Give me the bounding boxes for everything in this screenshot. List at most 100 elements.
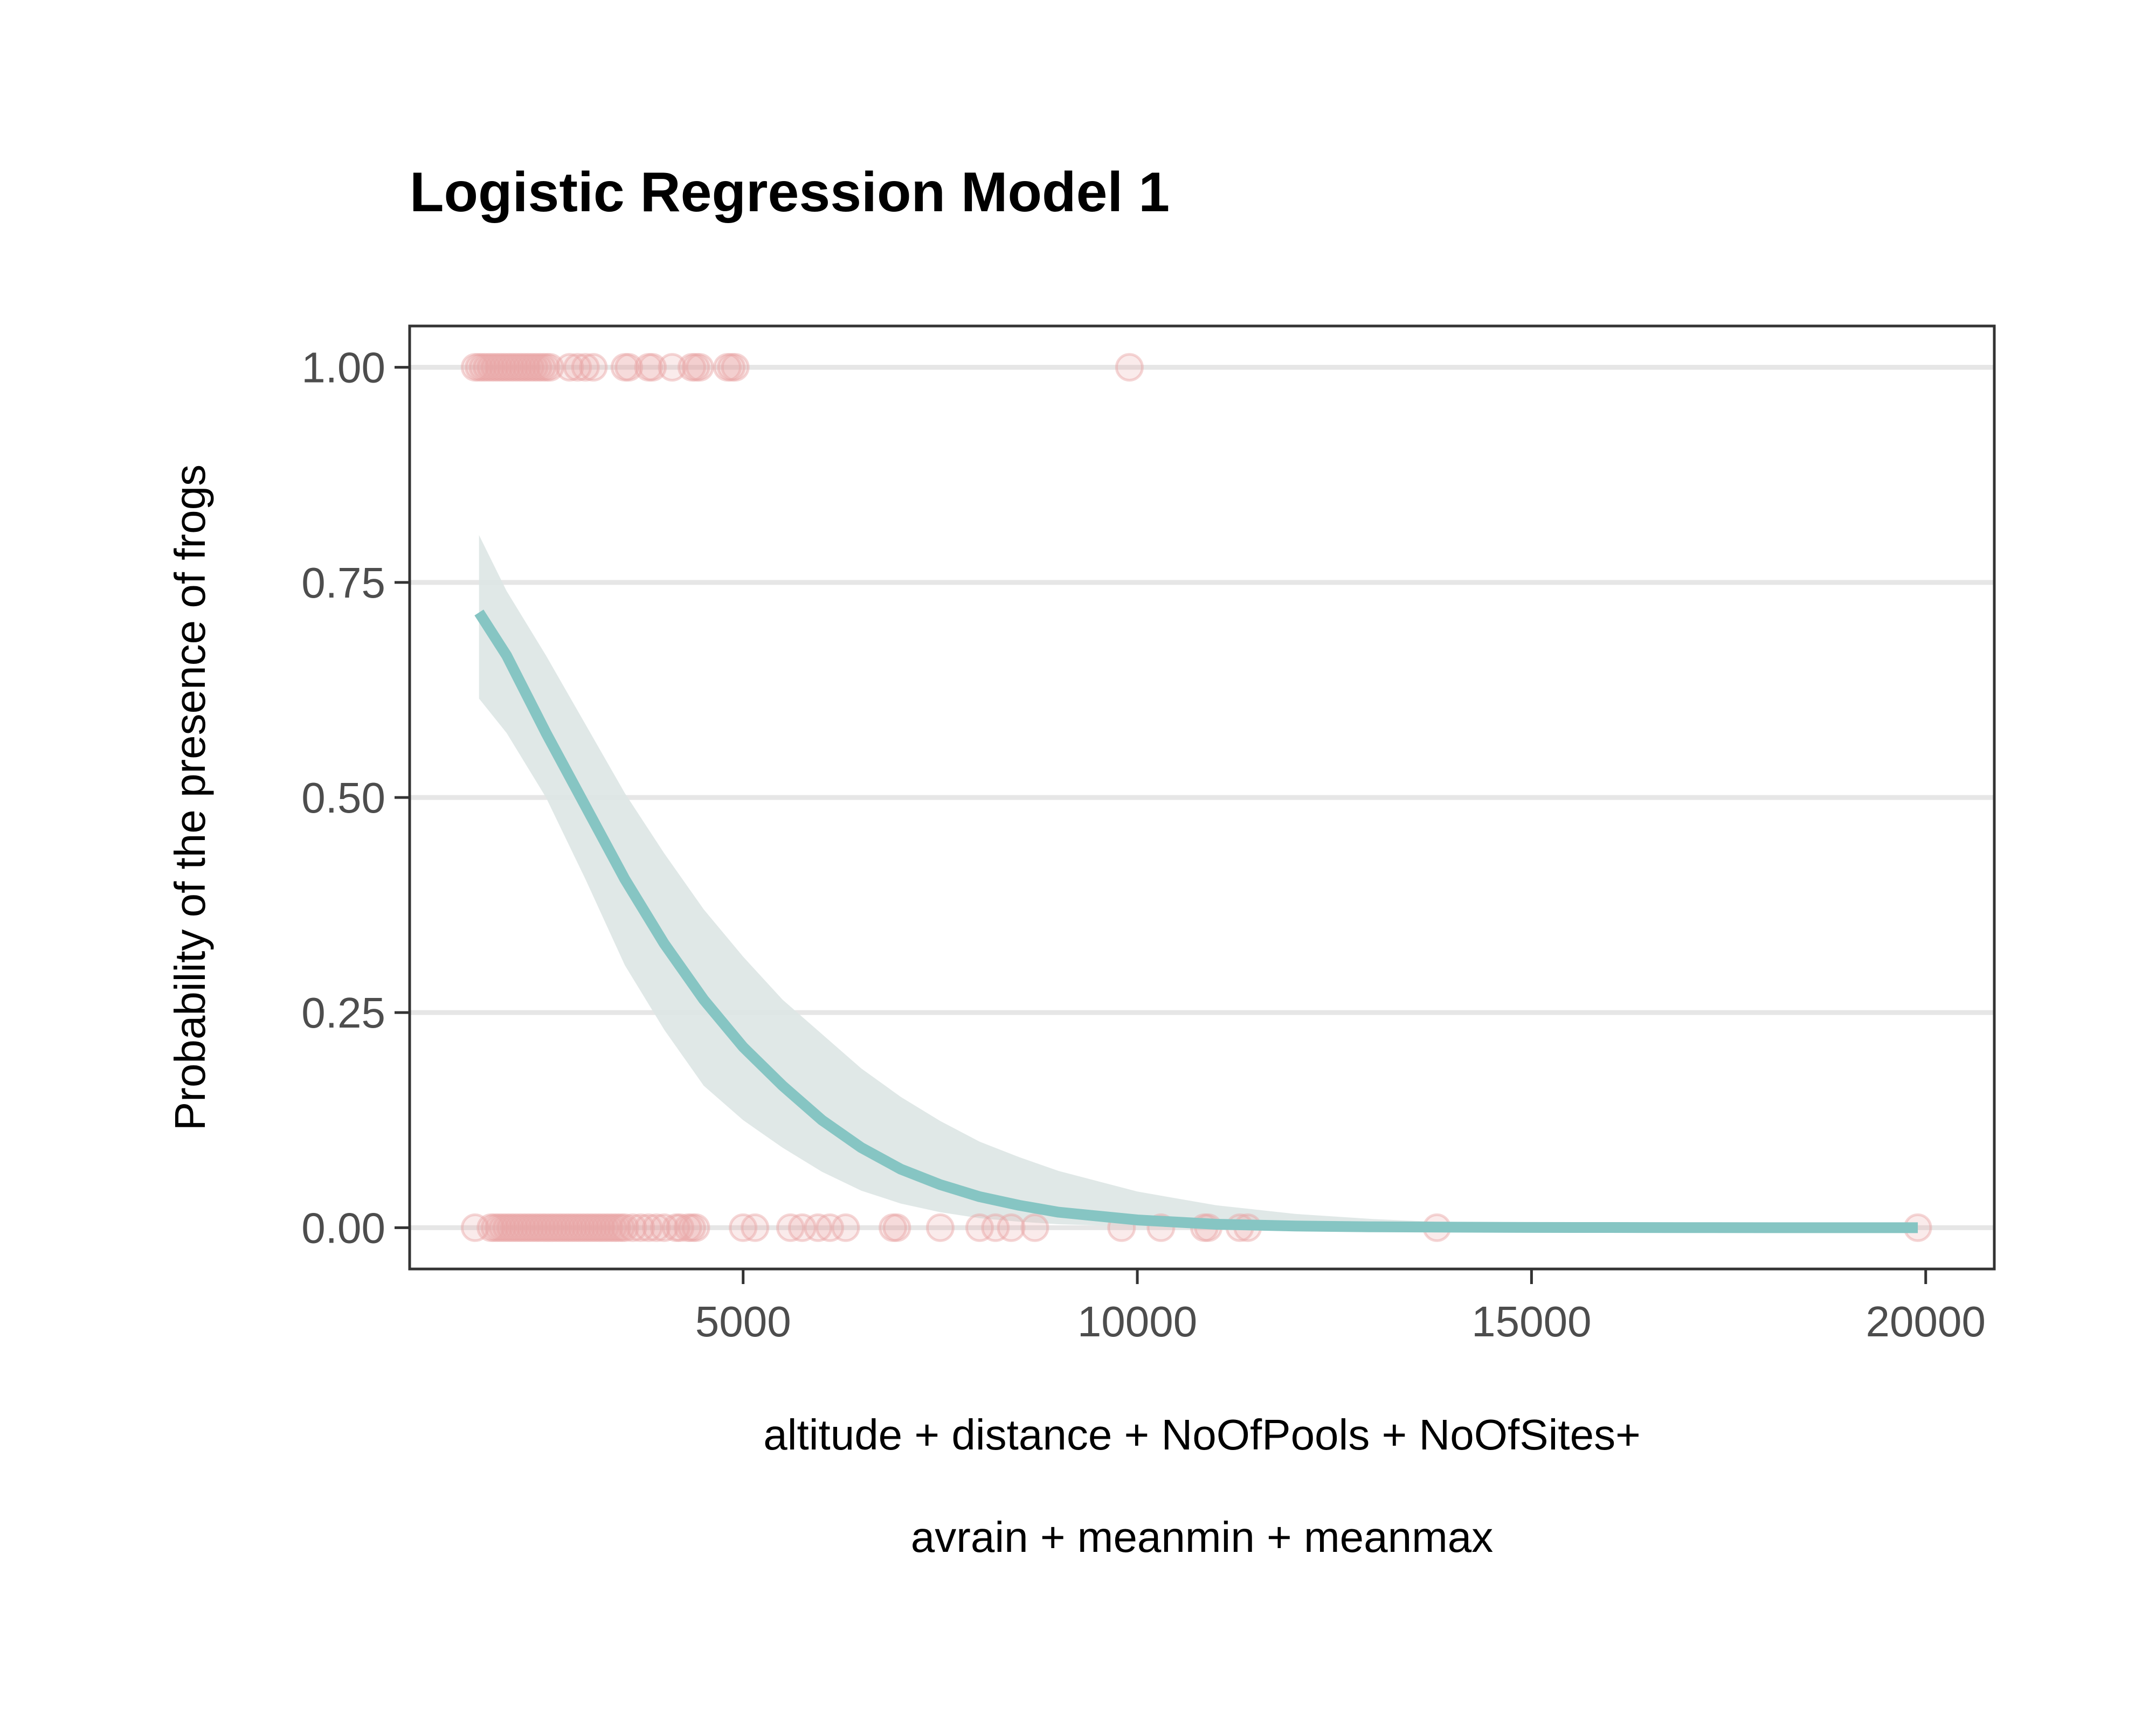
data-point-present-22 <box>571 353 600 382</box>
data-point-present-29 <box>678 353 707 382</box>
data-point-present-24 <box>610 353 639 382</box>
data-point-present-33 <box>717 353 746 382</box>
data-point-absent-21 <box>555 1213 584 1242</box>
data-point-present-12 <box>508 353 537 382</box>
y-tick-label-3: 0.75 <box>301 559 385 607</box>
x-tick-label-3: 20000 <box>1866 1298 1986 1345</box>
data-point-present-35 <box>1115 353 1144 382</box>
data-point-present-18 <box>531 353 561 382</box>
data-point-absent-55 <box>925 1213 955 1242</box>
data-point-absent-3 <box>484 1213 513 1242</box>
data-point-present-19 <box>535 353 564 382</box>
data-point-present-5 <box>480 353 509 382</box>
data-point-absent-18 <box>543 1213 572 1242</box>
data-point-absent-32 <box>598 1213 627 1242</box>
data-point-absent-8 <box>504 1213 533 1242</box>
data-point-absent-28 <box>583 1213 612 1242</box>
data-point-present-1 <box>465 353 494 382</box>
data-point-present-7 <box>488 353 517 382</box>
data-point-absent-29 <box>586 1213 616 1242</box>
data-point-absent-26 <box>575 1213 604 1242</box>
data-point-absent-37 <box>626 1213 655 1242</box>
data-point-absent-23 <box>563 1213 592 1242</box>
data-point-absent-12 <box>520 1213 549 1242</box>
data-point-absent-25 <box>571 1213 600 1242</box>
data-point-absent-54 <box>882 1213 911 1242</box>
data-point-absent-39 <box>642 1213 671 1242</box>
data-point-absent-58 <box>997 1213 1026 1242</box>
data-point-absent-9 <box>508 1213 537 1242</box>
data-point-present-0 <box>460 353 489 382</box>
data-point-absent-7 <box>500 1213 529 1242</box>
data-point-absent-2 <box>480 1213 509 1242</box>
x-tick-label-0: 5000 <box>695 1298 791 1345</box>
data-point-present-20 <box>555 353 584 382</box>
x-axis-label-line-2: avrain + meanmin + meanmax <box>911 1513 1494 1561</box>
data-point-absent-41 <box>661 1213 690 1242</box>
data-point-present-16 <box>523 353 552 382</box>
data-point-present-13 <box>512 353 541 382</box>
data-point-absent-40 <box>649 1213 679 1242</box>
data-point-absent-11 <box>516 1213 545 1242</box>
data-point-absent-17 <box>540 1213 569 1242</box>
data-point-present-31 <box>685 353 714 382</box>
x-tick-label-2: 15000 <box>1471 1298 1591 1345</box>
x-axis-label-line-1: altitude + distance + NoOfPools + NoOfSi… <box>763 1411 1641 1459</box>
data-point-absent-35 <box>610 1213 639 1242</box>
data-point-absent-5 <box>492 1213 521 1242</box>
data-point-present-14 <box>516 353 545 382</box>
data-point-absent-1 <box>476 1213 506 1242</box>
data-point-absent-27 <box>579 1213 608 1242</box>
data-point-absent-57 <box>981 1213 1010 1242</box>
y-tick-label-4: 1.00 <box>301 344 385 392</box>
data-point-absent-42 <box>666 1213 695 1242</box>
data-point-absent-47 <box>741 1213 770 1242</box>
data-point-absent-49 <box>787 1213 817 1242</box>
data-point-absent-10 <box>512 1213 541 1242</box>
data-point-present-21 <box>563 353 592 382</box>
data-point-present-2 <box>468 353 497 382</box>
data-point-absent-24 <box>567 1213 596 1242</box>
data-point-present-17 <box>528 353 557 382</box>
plot-panel <box>410 353 1994 1242</box>
data-point-present-4 <box>476 353 506 382</box>
axes: 0.00 0.25 0.50 0.75 1.00 5000 10000 15000 20000 <box>301 324 1996 1345</box>
data-point-present-6 <box>484 353 513 382</box>
fit-curve <box>474 609 1918 1233</box>
data-point-absent-45 <box>681 1213 710 1242</box>
data-point-absent-14 <box>528 1213 557 1242</box>
data-point-present-9 <box>496 353 525 382</box>
data-point-absent-15 <box>531 1213 561 1242</box>
chart-title: Logistic Regression Model 1 <box>410 161 1170 224</box>
data-point-absent-33 <box>603 1213 632 1242</box>
data-point-present-30 <box>681 353 710 382</box>
data-point-absent-34 <box>606 1213 635 1242</box>
data-point-present-11 <box>504 353 533 382</box>
y-axis-label: Probability of the presence of frogs <box>166 464 214 1130</box>
data-point-absent-50 <box>804 1213 833 1242</box>
data-point-absent-19 <box>547 1213 576 1242</box>
data-point-absent-44 <box>678 1213 707 1242</box>
data-point-absent-59 <box>1020 1213 1049 1242</box>
data-point-absent-4 <box>488 1213 517 1242</box>
data-point-absent-20 <box>551 1213 581 1242</box>
data-point-absent-22 <box>559 1213 588 1242</box>
data-point-absent-51 <box>816 1213 845 1242</box>
data-point-present-28 <box>658 353 687 382</box>
data-point-absent-6 <box>496 1213 525 1242</box>
data-point-absent-52 <box>831 1213 860 1242</box>
data-point-present-15 <box>520 353 549 382</box>
y-tick-label-1: 0.25 <box>301 989 385 1037</box>
data-point-absent-43 <box>673 1213 702 1242</box>
data-point-absent-53 <box>879 1213 908 1242</box>
data-point-absent-13 <box>523 1213 552 1242</box>
data-point-present-8 <box>492 353 521 382</box>
data-point-absent-36 <box>618 1213 647 1242</box>
data-point-absent-38 <box>634 1213 663 1242</box>
data-point-absent-16 <box>535 1213 564 1242</box>
y-tick-label-0: 0.00 <box>301 1204 385 1252</box>
data-point-present-3 <box>472 353 501 382</box>
data-point-present-25 <box>614 353 644 382</box>
